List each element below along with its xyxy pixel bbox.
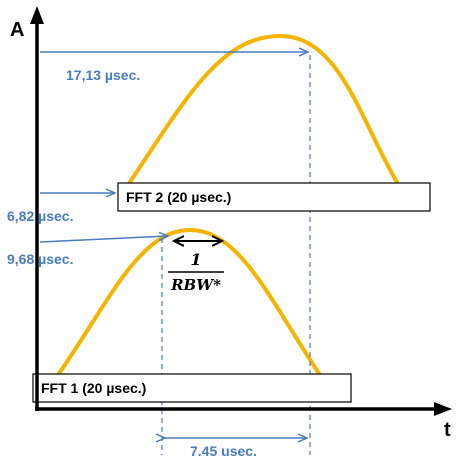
label-6-82: 6,82 µsec.	[7, 208, 73, 224]
label-17-13: 17,13 µsec.	[66, 67, 140, 83]
pulse-2-curve	[126, 33, 400, 187]
rbw-fraction-numerator: 1	[190, 250, 201, 269]
arrow-to-peak-1	[39, 236, 168, 243]
label-7-45: 7.45 usec.	[190, 443, 257, 459]
fft-2-window-box	[117, 182, 431, 212]
y-axis-arrowhead	[30, 6, 44, 24]
y-axis-label: A	[10, 19, 24, 41]
x-axis-label: t	[444, 419, 451, 441]
fft-2-window-label: FFT 2 (20 µsec.)	[126, 189, 231, 205]
fft-1-window-label: FFT 1 (20 µsec.)	[41, 380, 146, 396]
label-9-68: 9,68 µsec.	[7, 251, 73, 267]
x-axis-arrowhead	[434, 402, 452, 416]
fft-1-window-box	[32, 373, 352, 403]
rbw-fraction-denominator: RBW*	[170, 276, 221, 294]
pulse-1-curve	[56, 227, 322, 377]
